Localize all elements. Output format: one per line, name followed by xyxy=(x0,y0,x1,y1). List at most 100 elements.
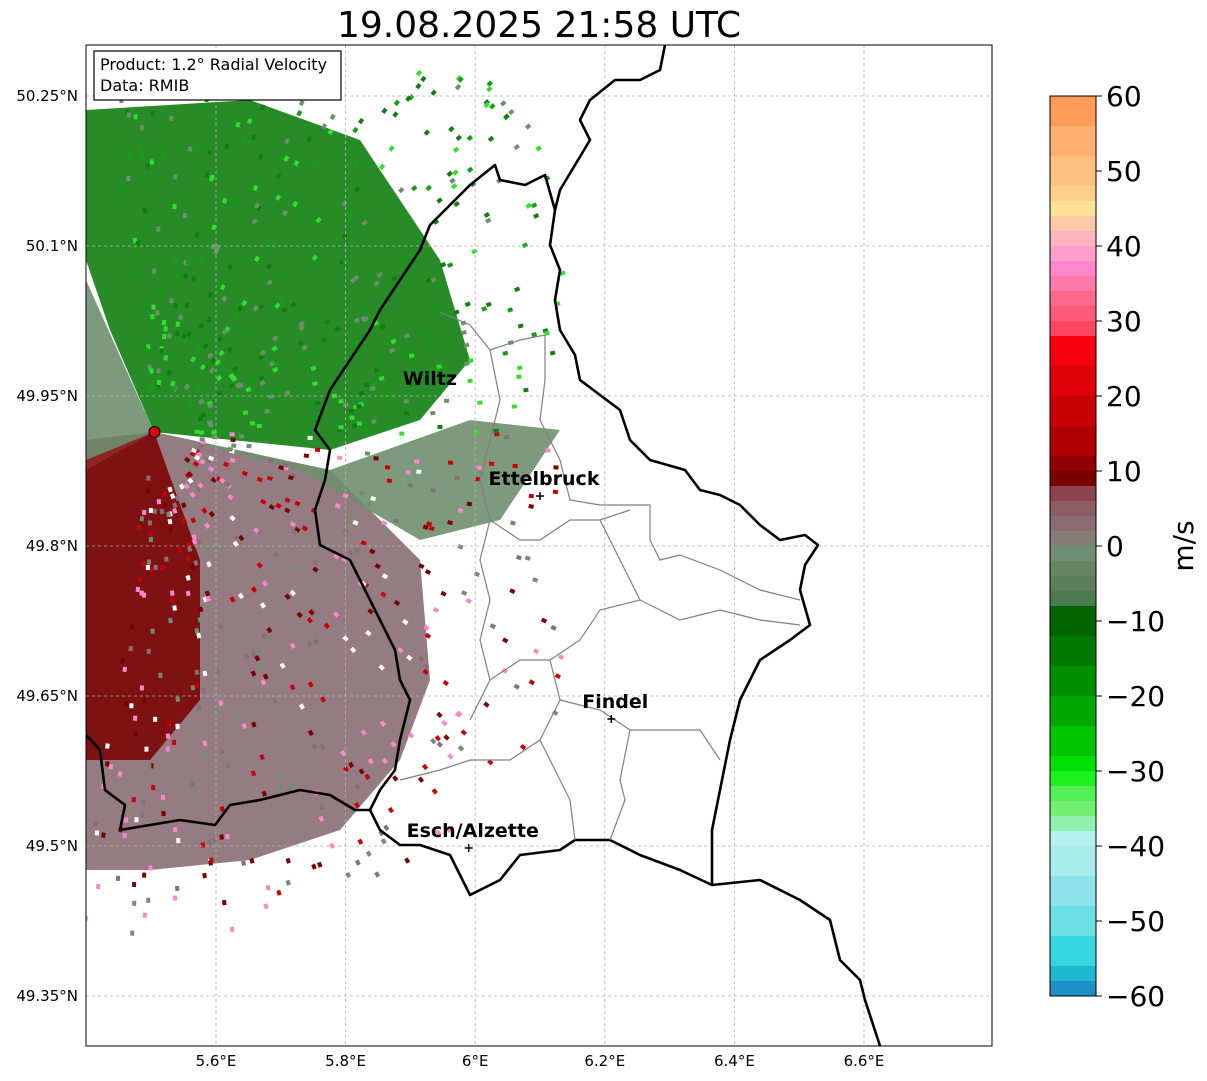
echo-speckle xyxy=(356,421,362,426)
echo-speckle xyxy=(307,435,313,440)
echo-speckle xyxy=(204,590,211,597)
echo-speckle xyxy=(284,137,290,145)
echo-speckle xyxy=(169,298,174,304)
echo-speckle xyxy=(285,879,291,886)
echo-speckle xyxy=(557,654,565,660)
colorbar-band xyxy=(1050,456,1096,472)
echo-speckle xyxy=(145,488,151,494)
echo-speckle xyxy=(314,447,321,452)
echo-speckle xyxy=(453,309,460,316)
echo-speckle xyxy=(356,404,362,409)
longitude-tick-labels: 5.6°E 5.8°E 6°E 6.2°E 6.4°E 6.6°E xyxy=(196,1052,885,1070)
echo-speckle xyxy=(132,715,138,721)
echo-speckle xyxy=(196,632,202,639)
echo-speckle xyxy=(272,366,279,373)
echo-speckle xyxy=(272,697,279,704)
echo-speckle xyxy=(509,588,516,594)
echo-speckle xyxy=(158,373,164,380)
echo-speckle xyxy=(417,655,425,662)
echo-speckle xyxy=(466,166,474,173)
echo-speckle xyxy=(535,145,542,152)
echo-speckle xyxy=(253,527,260,534)
colorbar-band xyxy=(1050,576,1096,592)
echo-speckle xyxy=(156,226,161,232)
colorbar-band xyxy=(1050,126,1096,157)
echo-speckle xyxy=(358,390,365,396)
echo-speckle xyxy=(285,857,291,864)
echo-speckle xyxy=(354,547,361,554)
echo-speckle xyxy=(298,320,305,327)
echo-speckle xyxy=(190,684,196,691)
echo-speckle xyxy=(308,609,315,616)
echo-speckle xyxy=(267,471,274,478)
echo-speckle xyxy=(454,83,462,91)
echo-speckle xyxy=(284,390,291,396)
colorbar-tick-label: 20 xyxy=(1106,380,1142,413)
echo-speckle xyxy=(416,469,422,475)
echo-speckle xyxy=(435,829,442,836)
velocity-colorbar: 60 50 40 30 20 10 0 −10 −20 −30 −40 −50 −60 m/s xyxy=(1049,80,1200,1013)
echo-speckle xyxy=(211,837,217,844)
echo-speckle xyxy=(161,319,167,326)
echo-speckle xyxy=(257,664,264,671)
echo-speckle xyxy=(182,212,188,219)
colorbar-band xyxy=(1050,321,1096,337)
echo-speckle xyxy=(169,597,175,604)
echo-speckle xyxy=(374,563,381,570)
echo-speckle xyxy=(524,509,531,515)
echo-speckle xyxy=(159,508,165,515)
echo-speckle xyxy=(358,490,365,496)
echo-speckle xyxy=(193,454,201,461)
echo-speckle xyxy=(318,815,325,822)
map-frame xyxy=(85,44,993,1047)
echo-speckle xyxy=(516,374,522,380)
echo-speckle xyxy=(228,372,235,379)
echo-speckle xyxy=(185,590,191,597)
echo-speckle xyxy=(258,303,265,311)
colorbar-band xyxy=(1050,801,1096,817)
echo-speckle xyxy=(184,456,191,463)
echo-speckle xyxy=(167,333,172,339)
echo-speckle xyxy=(333,611,340,618)
echo-speckle xyxy=(298,99,305,106)
echo-speckle xyxy=(133,731,138,737)
echo-speckle xyxy=(190,781,196,787)
echo-speckle xyxy=(169,115,174,121)
echo-speckle xyxy=(141,561,147,567)
echo-speckle xyxy=(250,651,257,658)
echo-speckle xyxy=(169,590,175,596)
echo-speckle xyxy=(195,345,202,352)
echo-speckle xyxy=(327,128,334,136)
echo-speckle xyxy=(241,860,247,867)
echo-speckle xyxy=(158,921,163,927)
echo-speckle xyxy=(129,703,134,709)
echo-speckle xyxy=(232,534,239,541)
echo-speckle xyxy=(207,403,214,409)
echo-speckle xyxy=(413,459,420,464)
echo-speckle xyxy=(289,684,296,691)
echo-speckle xyxy=(216,335,224,343)
echo-speckle xyxy=(554,673,562,680)
echo-speckle xyxy=(229,596,236,603)
colorbar-tick-label: −10 xyxy=(1106,605,1165,638)
product-info-box: Product: 1.2° Radial Velocity Data: RMIB xyxy=(93,50,342,101)
city-marker xyxy=(607,715,616,723)
echo-speckle xyxy=(349,513,356,520)
colorbar-tick-label: −20 xyxy=(1106,680,1165,713)
echo-speckle xyxy=(548,604,555,611)
echo-speckle xyxy=(532,213,540,219)
echo-speckle xyxy=(161,810,166,817)
echo-speckle xyxy=(222,252,228,259)
echo-speckle xyxy=(199,430,205,435)
echo-speckle xyxy=(282,462,289,468)
echo-speckle xyxy=(207,291,214,298)
echo-speckle xyxy=(153,564,158,570)
echo-speckle xyxy=(550,624,557,631)
latitude-tick: 50.1°N xyxy=(26,237,78,255)
echo-speckle xyxy=(353,317,361,324)
echo-speckle xyxy=(120,187,126,193)
echo-speckle xyxy=(457,76,464,83)
echo-speckle xyxy=(466,134,474,142)
echo-speckle xyxy=(323,319,331,326)
echo-speckle xyxy=(275,172,282,180)
